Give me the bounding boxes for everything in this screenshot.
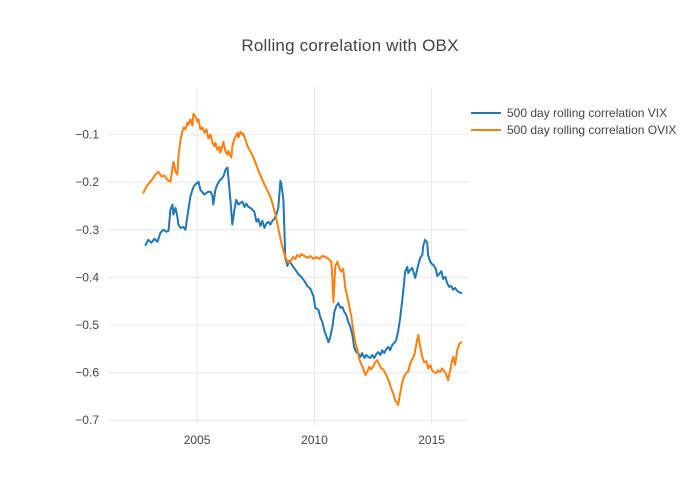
legend-label-vix: 500 day rolling correlation VIX [507,105,668,120]
y-tick-label: −0.6 [75,366,99,380]
x-tick-label: 2005 [184,433,211,447]
chart-title: Rolling correlation with OBX [241,36,459,55]
legend: 500 day rolling correlation VIX 500 day … [471,104,676,138]
y-tick-label: −0.5 [75,318,99,332]
legend-line-swatch-ovix [471,128,501,131]
legend-item-ovix[interactable]: 500 day rolling correlation OVIX [471,121,676,138]
x-tick-label: 2015 [418,433,445,447]
y-tick-label: −0.4 [75,270,99,284]
plot-drag-area[interactable] [108,87,468,425]
series-line-ovix[interactable] [142,112,463,406]
y-tick-label: −0.1 [75,128,99,142]
y-tick-label: −0.7 [75,413,99,427]
series-line-vix[interactable] [144,166,463,359]
legend-label-ovix: 500 day rolling correlation OVIX [507,122,677,137]
y-tick-label: −0.2 [75,175,99,189]
y-tick-label: −0.3 [75,223,99,237]
legend-line-swatch-vix [471,111,501,114]
x-tick-label: 2010 [301,433,328,447]
legend-item-vix[interactable]: 500 day rolling correlation VIX [471,104,676,121]
